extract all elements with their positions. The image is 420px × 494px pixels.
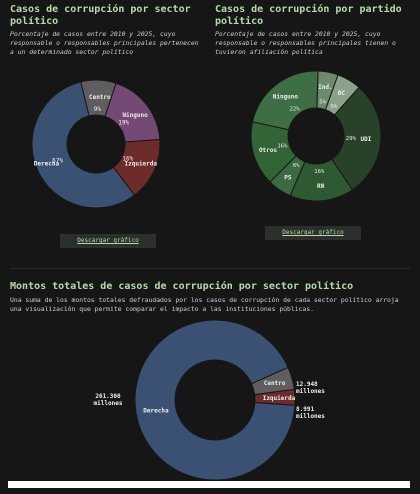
party-donut-chart: Ninguno22%Ind.5%DC6%UDI29%RN16%PS6%Otros…	[250, 70, 382, 202]
party-download-button[interactable]: Descargar gráfico	[265, 226, 361, 240]
party-label-ps: PS	[284, 174, 292, 181]
party-pct-rn: 16%	[314, 169, 325, 175]
amount-value-derecha: 261.300 millones	[94, 393, 123, 407]
sector-pct-izquierda: 16%	[122, 156, 133, 163]
sector-slice-derecha	[31, 81, 136, 209]
party-pct-ps: 6%	[293, 163, 300, 169]
amount-chart-title: Montos totales de casos de corrupción po…	[10, 281, 354, 292]
party-label-otros: Otros	[259, 147, 277, 154]
amount-label-izquierda: Izquierda	[263, 395, 296, 402]
sector-download-button[interactable]: Descargar gráfico	[60, 234, 156, 248]
party-pct-otros: 16%	[277, 144, 288, 150]
amount-label-derecha: Derecha	[143, 408, 169, 415]
party-pct-ninguno: 22%	[290, 106, 301, 112]
amount-value-izquierda: 8.991 millones	[296, 406, 325, 420]
amount-donut-chart: Centro Izquierda Derecha 12.948 millones 8.99…	[94, 319, 325, 481]
party-label-ninguno: Ninguno	[273, 93, 299, 100]
amount-chart-subtitle: Una suma de los montos totales defraudad…	[10, 296, 399, 313]
party-label-ind: Ind.	[318, 84, 332, 91]
party-chart-subtitle: Porcentaje de casos entre 2010 y 2025, c…	[215, 30, 396, 56]
party-slice-ninguno	[251, 70, 319, 131]
sector-pct-centro: 9%	[94, 106, 102, 113]
party-chart-title: Casos de corrupción por partido político	[215, 4, 402, 27]
sector-pct-derecha: 57%	[52, 157, 63, 164]
amount-slice-derecha	[134, 319, 296, 481]
section-divider	[10, 268, 410, 269]
party-pct-ind: 5%	[319, 100, 326, 106]
party-slice-udi	[331, 86, 382, 191]
sector-chart-title: Casos de corrupción por sector político	[10, 4, 191, 27]
sector-label-ninguno: Ninguno	[122, 112, 148, 119]
amount-value-centro: 12.948 millones	[296, 381, 325, 395]
sector-label-izquierda: Izquierda	[125, 160, 158, 167]
sector-label-derecha: Derecha	[34, 161, 60, 168]
bottom-scrollbar[interactable]	[8, 481, 410, 488]
party-pct-dc: 6%	[330, 104, 337, 110]
party-pct-udi: 29%	[346, 136, 357, 142]
party-label-rn: RN	[317, 183, 325, 190]
sector-pct-ninguno: 19%	[118, 120, 129, 127]
party-slice-otros	[250, 121, 297, 183]
sector-chart-subtitle: Porcentaje de casos entre 2010 y 2025, c…	[10, 30, 199, 56]
party-label-dc: DC	[338, 90, 346, 97]
party-label-udi: UDI	[360, 136, 371, 143]
sector-label-centro: Centro	[89, 94, 111, 101]
amount-label-centro: Centro	[264, 380, 286, 387]
